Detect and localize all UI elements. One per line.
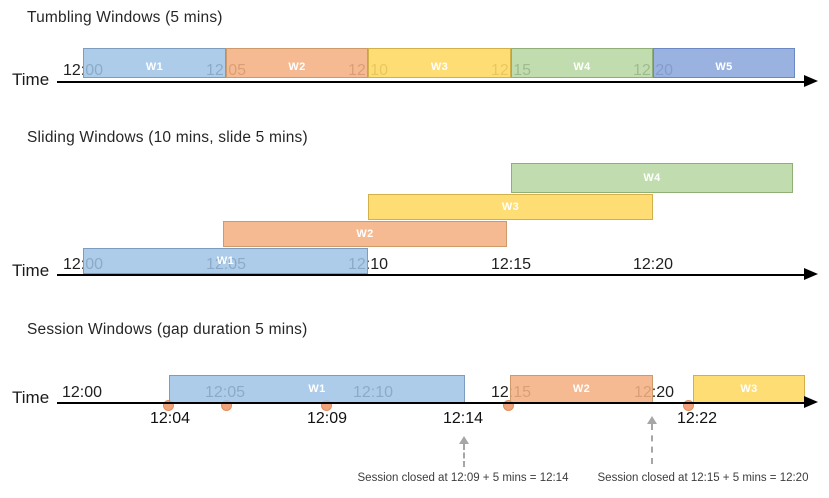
sliding-window-w1: W1 [83, 248, 368, 274]
window-label: W5 [715, 60, 733, 73]
session-close-annotation-2: Session closed at 12:15 + 5 mins = 12:20 [597, 472, 809, 484]
window-label: W4 [643, 172, 661, 184]
dashed-arrow-icon [647, 416, 657, 424]
session-close-annotation-1: Session closed at 12:09 + 5 mins = 12:14 [357, 472, 569, 484]
window-label: W2 [356, 228, 374, 240]
session-tick-1200: 12:00 [61, 384, 103, 401]
window-label: W3 [501, 201, 520, 213]
window-label: W2 [288, 60, 306, 73]
sliding-tick-1220: 12:20 [632, 256, 674, 273]
sliding-axis-time-label: Time [12, 261, 50, 280]
tumbling-axis-time-label: Time [12, 70, 50, 89]
event-time-label-1222: 12:22 [676, 410, 718, 427]
dashed-arrow-line [463, 444, 465, 467]
tumbling-window-w1: W1 [83, 48, 226, 78]
sliding-section-title: Sliding Windows (10 mins, slide 5 mins) [27, 129, 308, 146]
window-label: W3 [740, 383, 758, 395]
dashed-arrow-icon [459, 436, 469, 444]
tumbling-window-w4: W4 [511, 48, 653, 78]
session-close-label-1214: 12:14 [442, 410, 484, 427]
axis-arrowhead-icon [804, 75, 818, 87]
axis-arrowhead-icon [804, 268, 818, 280]
session-time-axis [57, 402, 806, 404]
session-window-w3: W3 [693, 375, 805, 403]
sliding-tick-1215: 12:15 [490, 256, 532, 273]
event-time-label-1204: 12:04 [149, 410, 191, 427]
window-label: W2 [572, 383, 591, 395]
window-label: W3 [430, 60, 449, 73]
session-section-title: Session Windows (gap duration 5 mins) [27, 321, 308, 338]
sliding-time-axis [57, 274, 806, 276]
sliding-window-w2: W2 [223, 221, 507, 247]
sliding-window-w3: W3 [368, 194, 653, 220]
dashed-arrow-line [651, 424, 653, 464]
axis-arrowhead-icon [804, 396, 818, 408]
tumbling-time-axis [57, 81, 806, 83]
event-time-label-1209: 12:09 [306, 410, 348, 427]
sliding-window-w4: W4 [511, 163, 793, 193]
tumbling-section-title: Tumbling Windows (5 mins) [27, 9, 223, 26]
window-label: W4 [573, 60, 591, 73]
tumbling-window-w5: W5 [653, 48, 795, 78]
tumbling-window-w3: W3 [368, 48, 511, 78]
event-dot-1221 [683, 400, 694, 411]
tumbling-window-w2: W2 [226, 48, 368, 78]
window-label: W1 [308, 383, 326, 395]
event-dot-1204 [163, 400, 174, 411]
event-dot-1215 [503, 400, 514, 411]
window-label: W1 [145, 60, 164, 73]
session-window-w2: W2 [510, 375, 653, 403]
window-label: W1 [216, 255, 235, 267]
session-window-w1: W1 [169, 375, 465, 403]
session-axis-time-label: Time [12, 388, 50, 407]
